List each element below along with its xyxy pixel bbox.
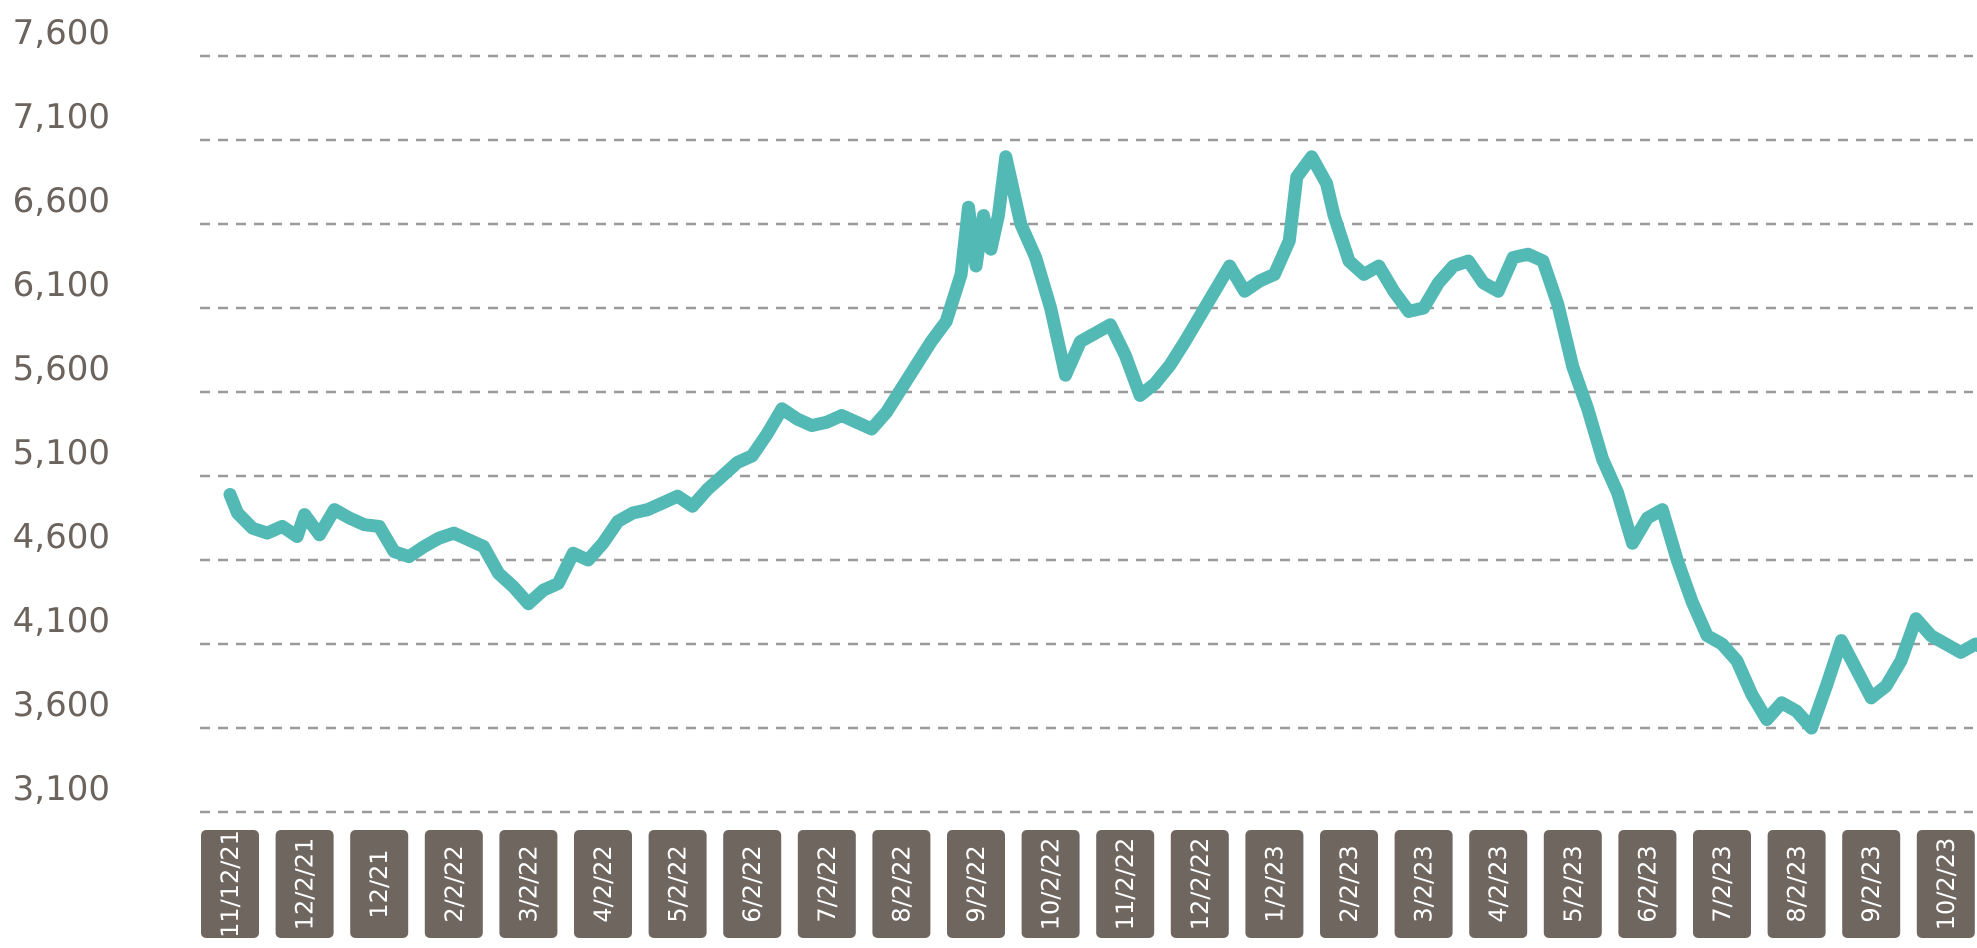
x-tick-text: 4/2/23	[1484, 845, 1512, 922]
x-tick-text: 6/2/22	[738, 845, 766, 922]
x-tick-text: 2/2/22	[440, 845, 468, 922]
x-tick-label: 9/2/22	[947, 830, 1005, 938]
x-tick-box	[797, 830, 856, 938]
x-tick-text: 6/2/23	[1633, 845, 1661, 922]
x-tick-box	[1842, 830, 1901, 938]
x-tick-box	[1245, 830, 1304, 938]
x-tick-label: 4/2/22	[574, 830, 632, 938]
x-tick-label: 11/2/22	[1096, 830, 1155, 938]
x-tick-text: 8/2/23	[1783, 845, 1811, 922]
x-tick-text: 5/2/23	[1559, 845, 1587, 922]
y-tick-label: 7,100	[13, 97, 110, 137]
x-tick-label: 10/2/22	[1021, 830, 1080, 938]
x-tick-box	[1021, 830, 1080, 938]
x-tick-box	[574, 830, 632, 938]
x-tick-label: 9/2/23	[1842, 830, 1901, 938]
x-tick-box	[1543, 830, 1602, 938]
y-tick-label: 7,600	[13, 13, 110, 53]
x-tick-box	[1469, 830, 1528, 938]
y-tick-label: 6,600	[13, 181, 110, 221]
x-tick-label: 12/2/21	[275, 830, 334, 938]
grid-lines	[200, 54, 1973, 814]
y-tick-label: 3,100	[13, 769, 110, 809]
x-tick-text: 2/2/23	[1335, 845, 1363, 922]
x-tick-box	[723, 830, 782, 938]
x-tick-box	[275, 830, 334, 938]
x-tick-box	[1618, 830, 1677, 938]
x-tick-text: 12/2/21	[291, 838, 319, 931]
x-tick-text: 8/2/22	[887, 845, 915, 922]
x-tick-box	[424, 830, 483, 938]
y-tick-label: 5,600	[13, 349, 110, 389]
x-tick-box	[1170, 830, 1229, 938]
x-tick-label: 12/21	[350, 830, 409, 938]
x-tick-text: 5/2/22	[664, 845, 692, 922]
x-tick-text: 9/2/22	[962, 845, 990, 922]
x-tick-box	[1693, 830, 1751, 938]
x-tick-text: 4/2/22	[589, 845, 617, 922]
x-tick-label: 6/2/22	[723, 830, 782, 938]
x-tick-text: 11/2/22	[1111, 838, 1139, 931]
x-tick-label: 11/12/21	[201, 830, 259, 938]
x-tick-text: 7/2/23	[1708, 845, 1736, 922]
x-tick-label: 5/2/23	[1543, 830, 1602, 938]
x-tick-label: 5/2/22	[648, 830, 707, 938]
y-tick-label: 5,100	[13, 433, 110, 473]
x-tick-text: 11/12/21	[216, 830, 244, 938]
x-tick-text: 3/2/23	[1410, 845, 1438, 922]
x-tick-label: 2/2/23	[1320, 830, 1378, 938]
x-tick-box	[1767, 830, 1826, 938]
x-tick-label: 7/2/23	[1693, 830, 1751, 938]
x-tick-label: 2/2/22	[424, 830, 483, 938]
x-tick-text: 1/2/23	[1260, 845, 1288, 922]
x-tick-box	[201, 830, 259, 938]
x-tick-box	[350, 830, 409, 938]
x-tick-label: 8/2/22	[872, 830, 931, 938]
series-line	[223, 150, 1977, 735]
x-tick-box	[872, 830, 931, 938]
y-tick-label: 4,600	[13, 517, 110, 557]
x-tick-label: 3/2/23	[1394, 830, 1453, 938]
x-axis-tick-labels: 11/12/21 12/2/21 12/21 2/2/22 3/2/22 4/2/22 5/…	[201, 830, 1975, 938]
y-axis-tick-labels: 7,600 7,100 6,600 6,100 5,600 5,100 4,600 4,100…	[13, 13, 110, 809]
x-tick-label: 1/2/23	[1245, 830, 1304, 938]
y-tick-label: 6,100	[13, 265, 110, 305]
x-tick-box	[1320, 830, 1378, 938]
y-tick-label: 4,100	[13, 601, 110, 641]
x-tick-text: 7/2/22	[813, 845, 841, 922]
series-lines	[223, 150, 1977, 735]
x-tick-box	[499, 830, 558, 938]
x-tick-box	[1096, 830, 1155, 938]
x-tick-label: 10/2/23	[1916, 830, 1975, 938]
x-tick-box	[648, 830, 707, 938]
x-tick-label: 8/2/23	[1767, 830, 1826, 938]
x-tick-text: 12/2/22	[1186, 838, 1214, 931]
x-tick-box	[1916, 830, 1975, 938]
x-tick-text: 10/2/23	[1932, 838, 1960, 931]
x-tick-label: 3/2/22	[499, 830, 558, 938]
x-tick-label: 7/2/22	[797, 830, 856, 938]
y-tick-label: 3,600	[13, 685, 110, 725]
x-tick-text: 12/21	[365, 849, 393, 918]
x-tick-text: 9/2/23	[1857, 845, 1885, 922]
x-tick-box	[947, 830, 1005, 938]
x-tick-box	[1394, 830, 1453, 938]
x-tick-label: 6/2/23	[1618, 830, 1677, 938]
x-tick-text: 10/2/22	[1037, 838, 1065, 931]
x-tick-text: 3/2/22	[514, 845, 542, 922]
x-tick-label: 12/2/22	[1170, 830, 1229, 938]
x-tick-label: 4/2/23	[1469, 830, 1528, 938]
